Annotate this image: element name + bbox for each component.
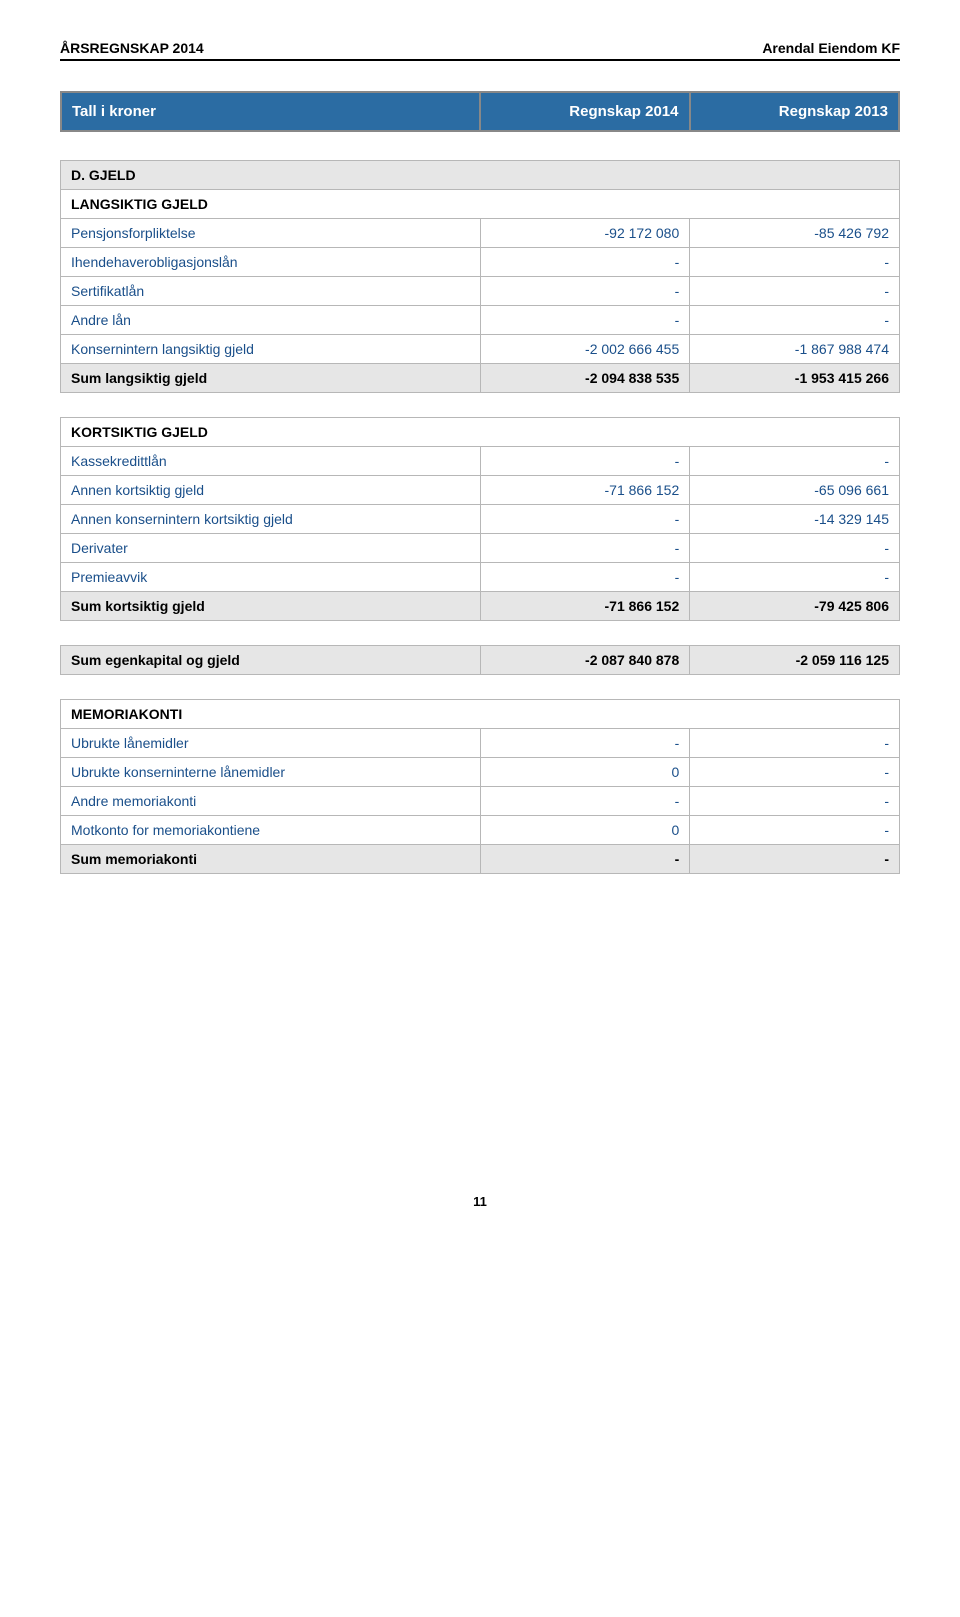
table-row: Derivater - -: [61, 534, 900, 563]
row-val-2013: -: [690, 758, 900, 787]
row-val-2014: -: [480, 277, 690, 306]
table-row: Kassekredittlån - -: [61, 447, 900, 476]
row-val-2013: -: [690, 816, 900, 845]
memoriakonti-title: MEMORIAKONTI: [61, 700, 900, 729]
table-row: Annen kortsiktig gjeld -71 866 152 -65 0…: [61, 476, 900, 505]
table-memoriakonti: MEMORIAKONTI Ubrukte lånemidler - - Ubru…: [60, 699, 900, 874]
row-val-2014: -71 866 152: [480, 476, 690, 505]
page-header: ÅRSREGNSKAP 2014 Arendal Eiendom KF: [60, 40, 900, 61]
row-val-2013: -: [690, 277, 900, 306]
main-header-table: Tall i kroner Regnskap 2014 Regnskap 201…: [60, 91, 900, 132]
table-row: Andre memoriakonti - -: [61, 787, 900, 816]
sum-val-2014: -2 094 838 535: [480, 364, 690, 393]
table-row: Pensjonsforpliktelse -92 172 080 -85 426…: [61, 219, 900, 248]
row-val-2013: -14 329 145: [690, 505, 900, 534]
table-row: Ubrukte konserninterne lånemidler 0 -: [61, 758, 900, 787]
row-label: Motkonto for memoriakontiene: [61, 816, 481, 845]
header-left: ÅRSREGNSKAP 2014: [60, 40, 204, 56]
row-val-2014: -: [480, 787, 690, 816]
sum-val-2014: -71 866 152: [480, 592, 690, 621]
table-kortsiktig-gjeld: KORTSIKTIG GJELD Kassekredittlån - - Ann…: [60, 417, 900, 621]
table-row: Sertifikatlån - -: [61, 277, 900, 306]
row-label: Kassekredittlån: [61, 447, 481, 476]
row-val-2014: -: [480, 563, 690, 592]
row-label: Annen konsernintern kortsiktig gjeld: [61, 505, 481, 534]
page-number: 11: [60, 1194, 900, 1209]
langsiktig-subtitle: LANGSIKTIG GJELD: [61, 190, 900, 219]
sum-row-langsiktig: Sum langsiktig gjeld -2 094 838 535 -1 9…: [61, 364, 900, 393]
section-title-gjeld: D. GJELD: [61, 161, 900, 190]
row-label: Konsernintern langsiktig gjeld: [61, 335, 481, 364]
col-header-label: Tall i kroner: [61, 92, 480, 131]
column-header-row: Tall i kroner Regnskap 2014 Regnskap 201…: [61, 92, 899, 131]
col-header-2013: Regnskap 2013: [690, 92, 900, 131]
row-val-2014: 0: [480, 816, 690, 845]
row-val-2013: -: [690, 729, 900, 758]
sum-val-2014: -: [480, 845, 690, 874]
row-val-2013: -: [690, 787, 900, 816]
table-row: Annen konsernintern kortsiktig gjeld - -…: [61, 505, 900, 534]
sum-label: Sum langsiktig gjeld: [61, 364, 481, 393]
table-row: Ubrukte lånemidler - -: [61, 729, 900, 758]
row-val-2014: -: [480, 248, 690, 277]
table-row: Motkonto for memoriakontiene 0 -: [61, 816, 900, 845]
grand-sum-2014: -2 087 840 878: [480, 646, 690, 675]
row-label: Ubrukte lånemidler: [61, 729, 481, 758]
row-val-2013: -: [690, 306, 900, 335]
table-row: Andre lån - -: [61, 306, 900, 335]
row-label: Derivater: [61, 534, 481, 563]
row-val-2013: -: [690, 447, 900, 476]
row-val-2013: -: [690, 534, 900, 563]
row-val-2013: -: [690, 248, 900, 277]
row-val-2014: -92 172 080: [480, 219, 690, 248]
section-subtitle-langsiktig: LANGSIKTIG GJELD: [61, 190, 900, 219]
sum-label: Sum kortsiktig gjeld: [61, 592, 481, 621]
table-sum-egenkapital: Sum egenkapital og gjeld -2 087 840 878 …: [60, 645, 900, 675]
sum-val-2013: -1 953 415 266: [690, 364, 900, 393]
row-label: Premieavvik: [61, 563, 481, 592]
table-row: Ihendehaverobligasjonslån - -: [61, 248, 900, 277]
table-langsiktig-gjeld: D. GJELD LANGSIKTIG GJELD Pensjonsforpli…: [60, 160, 900, 393]
row-val-2013: -1 867 988 474: [690, 335, 900, 364]
kortsiktig-title: KORTSIKTIG GJELD: [61, 418, 900, 447]
row-val-2014: -: [480, 729, 690, 758]
col-header-2014: Regnskap 2014: [480, 92, 690, 131]
table-row: Konsernintern langsiktig gjeld -2 002 66…: [61, 335, 900, 364]
row-val-2013: -: [690, 563, 900, 592]
row-label: Andre memoriakonti: [61, 787, 481, 816]
row-label: Ubrukte konserninterne lånemidler: [61, 758, 481, 787]
section-title-memoriakonti: MEMORIAKONTI: [61, 700, 900, 729]
row-label: Ihendehaverobligasjonslån: [61, 248, 481, 277]
row-label: Annen kortsiktig gjeld: [61, 476, 481, 505]
row-val-2014: -: [480, 534, 690, 563]
section-title-kortsiktig: KORTSIKTIG GJELD: [61, 418, 900, 447]
row-val-2014: -2 002 666 455: [480, 335, 690, 364]
sum-label: Sum memoriakonti: [61, 845, 481, 874]
sum-row-memoriakonti: Sum memoriakonti - -: [61, 845, 900, 874]
sum-row-kortsiktig: Sum kortsiktig gjeld -71 866 152 -79 425…: [61, 592, 900, 621]
grand-sum-label: Sum egenkapital og gjeld: [61, 646, 481, 675]
grand-sum-row: Sum egenkapital og gjeld -2 087 840 878 …: [61, 646, 900, 675]
row-label: Andre lån: [61, 306, 481, 335]
row-val-2014: -: [480, 505, 690, 534]
row-label: Pensjonsforpliktelse: [61, 219, 481, 248]
row-val-2013: -65 096 661: [690, 476, 900, 505]
sum-val-2013: -79 425 806: [690, 592, 900, 621]
grand-sum-2013: -2 059 116 125: [690, 646, 900, 675]
row-val-2014: -: [480, 306, 690, 335]
row-label: Sertifikatlån: [61, 277, 481, 306]
row-val-2014: 0: [480, 758, 690, 787]
table-row: Premieavvik - -: [61, 563, 900, 592]
gjeld-title: D. GJELD: [61, 161, 900, 190]
row-val-2013: -85 426 792: [690, 219, 900, 248]
row-val-2014: -: [480, 447, 690, 476]
header-right: Arendal Eiendom KF: [762, 40, 900, 56]
sum-val-2013: -: [690, 845, 900, 874]
